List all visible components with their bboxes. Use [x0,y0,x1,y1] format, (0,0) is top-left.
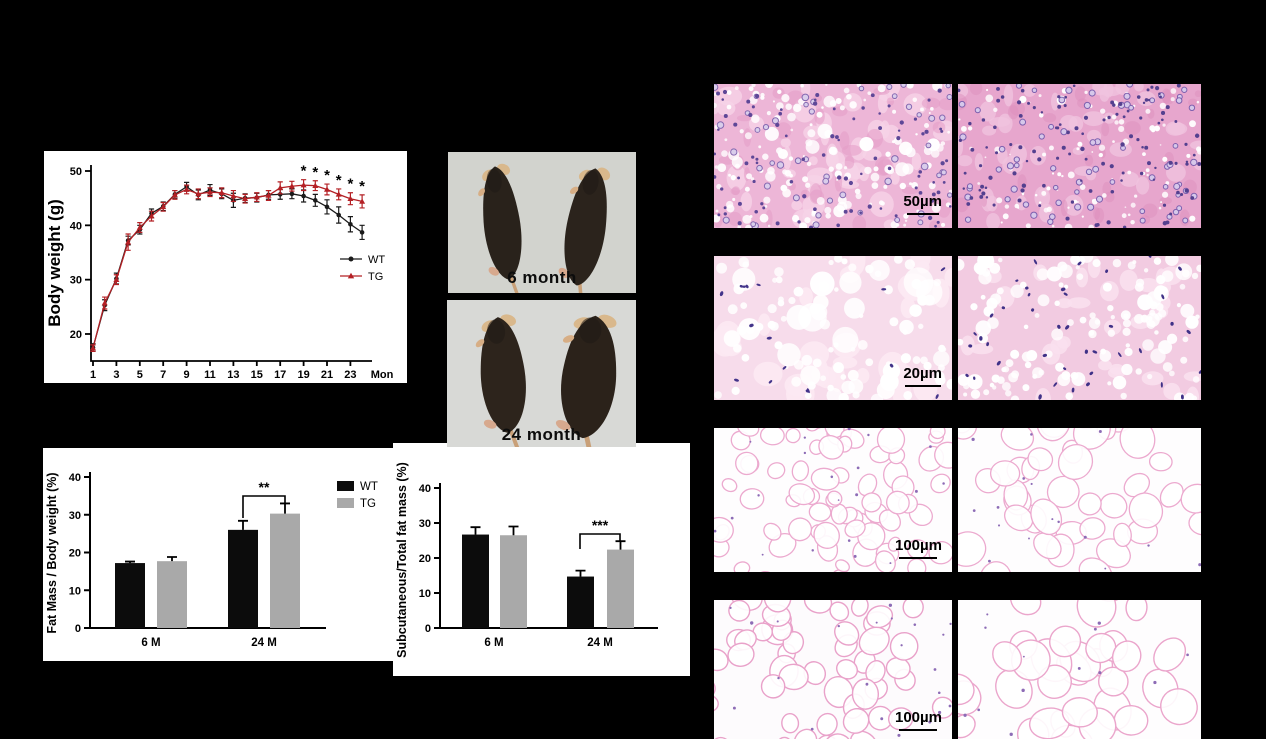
svg-text:*: * [359,178,365,195]
liver-micrograph-right [958,84,1201,228]
svg-text:23: 23 [344,369,356,381]
scale-bar-100um: 100µm [895,710,942,731]
svg-text:13: 13 [227,369,239,381]
svg-text:30: 30 [70,275,82,287]
scale-bar-label: 20µm [903,365,942,382]
mice-24-month-image [447,300,636,447]
svg-text:5: 5 [137,369,143,381]
svg-text:Subcutaneous/Total fat mass (%: Subcutaneous/Total fat mass (%) [395,462,409,658]
histology-row3-left-tile: 100µm [714,428,952,572]
svg-text:24 M: 24 M [251,637,277,649]
svg-text:Body weight (g): Body weight (g) [45,199,64,326]
photo-24-month-label: 24 month [501,425,582,444]
svg-text:6 M: 6 M [484,637,503,649]
svg-text:*: * [324,167,330,184]
svg-text:WT: WT [368,254,385,266]
svg-text:11: 11 [204,369,216,381]
svg-text:*: * [301,163,307,180]
svg-text:20: 20 [419,553,431,565]
svg-text:*: * [347,176,353,193]
svg-text:**: ** [259,479,270,495]
histology-row1-right-tile [958,84,1201,228]
svg-text:Mon: Mon [371,369,394,381]
svg-text:30: 30 [69,510,81,522]
white-adipose-micrograph-row3-left [714,428,952,572]
white-adipose-micrograph-row3-right [958,428,1201,572]
histology-row1-left-tile: 50µm [714,84,952,228]
svg-text:17: 17 [274,369,286,381]
svg-text:10: 10 [69,585,81,597]
histology-row2-left-tile: 20µm [714,256,952,400]
svg-text:0: 0 [75,623,81,635]
svg-text:Fat Mass / Body weight (%): Fat Mass / Body weight (%) [45,472,59,633]
scale-bar-50um: 50µm [903,194,942,215]
svg-text:21: 21 [321,369,333,381]
adipose-micrograph-20um-left [714,256,952,400]
subcutaneous-fat-bar-chart: 0 10 20 30 40 6 M 24 M Subcutaneous/Total fat m… [395,462,658,658]
scale-bar-line [906,213,939,215]
scale-bar-100um: 100µm [895,538,942,559]
scale-bar-line [899,557,938,559]
svg-text:40: 40 [69,472,81,484]
histology-row2-right-tile [958,256,1201,400]
scale-bar-line [904,385,941,387]
svg-text:*: * [312,164,318,181]
white-adipose-micrograph-row4-right [958,600,1201,739]
mouse-photo-6-month: 6 month [448,152,636,293]
svg-text:WT: WT [360,481,378,493]
mouse-photo-24-month: 24 month [447,300,636,447]
svg-text:3: 3 [113,369,119,381]
svg-text:19: 19 [297,369,309,381]
subcutaneous-fat-chart-panel: 0 10 20 30 40 6 M 24 M Subcutaneous/Total fat m… [393,443,690,676]
histology-row4-left-tile: 100µm [714,600,952,739]
svg-text:40: 40 [70,220,82,232]
scale-bar-label: 50µm [903,193,942,210]
svg-text:9: 9 [184,369,190,381]
svg-text:*: * [336,172,342,189]
svg-text:7: 7 [160,369,166,381]
liver-micrograph-left [714,84,952,228]
svg-text:10: 10 [419,588,431,600]
svg-text:1: 1 [90,369,96,381]
mice-6-month-image [448,152,636,293]
svg-text:0: 0 [425,623,431,635]
svg-text:20: 20 [70,329,82,341]
svg-text:6 M: 6 M [141,637,160,649]
adipose-micrograph-20um-right [958,256,1201,400]
scale-bar-line [899,729,938,731]
photo-6-month-label: 6 month [507,268,577,287]
svg-text:TG: TG [360,498,376,510]
svg-text:***: *** [592,517,609,533]
fat-mass-bar-chart: 0 10 20 30 40 6 M 24 M Fat Mass / Body weight (… [45,472,378,649]
svg-text:50: 50 [70,166,82,178]
svg-text:TG: TG [368,271,383,283]
svg-text:20: 20 [69,548,81,560]
white-adipose-micrograph-row4-left [714,600,952,739]
scale-bar-20um: 20µm [903,366,942,387]
svg-text:40: 40 [419,483,431,495]
histology-row4-right-tile [958,600,1201,739]
histology-row3-right-tile [958,428,1201,572]
fat-mass-chart-panel: 0 10 20 30 40 6 M 24 M Fat Mass / Body weight (… [43,448,398,661]
svg-text:30: 30 [419,518,431,530]
scale-bar-label: 100µm [894,709,942,726]
scale-bar-label: 100µm [894,537,942,554]
svg-text:15: 15 [251,369,263,381]
svg-text:24 M: 24 M [587,637,613,649]
body-weight-chart-panel: 20 30 40 50 1 3 5 7 9 11 13 15 17 19 21 23 Mon Body weigh… [44,151,407,383]
